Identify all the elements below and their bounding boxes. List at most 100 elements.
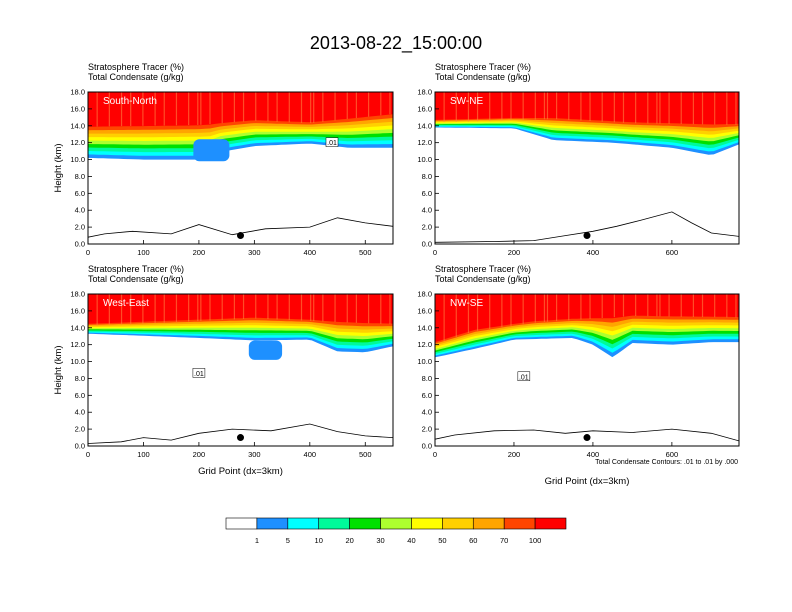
x-tick-label: 200 [193,248,206,257]
y-tick-label: 14.0 [417,323,432,332]
y-tick-label: 16.0 [417,104,432,113]
panel-subtitle-tracer: Stratosphere Tracer (%) [88,62,184,72]
plot-frame [87,91,394,245]
y-tick-label: 0.0 [75,442,85,451]
contour-label: .01 [194,371,204,378]
y-tick-label: 18.0 [417,290,432,299]
y-tick-label: 16.0 [70,104,85,113]
y-tick-label: 0.0 [422,442,432,451]
colorbar-label: 70 [500,536,508,545]
y-tick-label: 18.0 [70,290,85,299]
y-tick-label: 4.0 [75,206,85,215]
colorbar-label: 10 [315,536,323,545]
x-tick-label: 100 [137,248,150,257]
y-tick-label: 12.0 [417,138,432,147]
contour-label-box [192,368,206,378]
x-tick-label: 200 [508,450,521,459]
x-tick-label: 500 [359,450,372,459]
colorbar-cell [380,517,412,530]
y-tick-label: 0.0 [75,240,85,249]
colorbar-label: 1 [255,536,259,545]
panel-subtitle-condensate: Total Condensate (g/kg) [88,72,184,82]
y-tick-label: 2.0 [75,223,85,232]
y-tick-label: 10.0 [70,155,85,164]
panel-label: SW-NE [450,96,483,107]
panel-subtitle-tracer: Stratosphere Tracer (%) [88,264,184,274]
y-tick-label: 12.0 [417,340,432,349]
y-tick-label: 4.0 [422,206,432,215]
y-tick-label: 10.0 [417,357,432,366]
panel-2: Stratosphere Tracer (%)Total Condensate … [53,264,394,477]
x-tick-label: 400 [304,248,317,257]
y-tick-label: 4.0 [75,408,85,417]
tracer-field [88,92,393,238]
terrain-line [88,217,393,238]
colorbar-cell [411,517,443,530]
y-tick-label: 18.0 [70,88,85,97]
y-axis-label: Height (km) [53,345,64,394]
panel-subtitle-condensate: Total Condensate (g/kg) [88,274,184,284]
colorbar-cell [318,517,350,530]
x-tick-label: 300 [248,248,261,257]
y-tick-label: 10.0 [417,155,432,164]
location-marker [237,434,244,442]
y-tick-label: 0.0 [422,240,432,249]
x-tick-label: 600 [666,450,679,459]
panel-label: South-North [103,96,157,107]
y-tick-label: 8.0 [422,172,432,181]
colorbar-label: 50 [438,536,446,545]
panel-1: Stratosphere Tracer (%)Total Condensate … [417,62,740,257]
y-tick-label: 6.0 [75,391,85,400]
figure-title: 2013-08-22_15:00:00 [310,33,482,54]
tracer-blob [193,139,230,162]
colorbar: 1 5 10 20 30 40 50 60 70 100 [225,517,567,545]
x-tick-label: 0 [433,450,437,459]
x-axis-label: Grid Point (dx=3km) [545,476,630,487]
colorbar-label: 40 [407,536,415,545]
colorbar-cell [225,517,258,530]
x-tick-label: 100 [137,450,150,459]
contour-label-box [325,137,339,147]
y-tick-label: 2.0 [422,425,432,434]
tracer-blob [248,340,283,360]
x-tick-label: 0 [86,450,90,459]
y-tick-label: 14.0 [417,121,432,130]
y-tick-label: 4.0 [422,408,432,417]
colorbar-cell [287,517,320,530]
colorbar-label: 100 [529,536,542,545]
panel-0: Stratosphere Tracer (%)Total Condensate … [53,62,394,257]
tracer-field [88,294,393,444]
colorbar-cell [442,517,474,530]
y-tick-label: 16.0 [417,306,432,315]
colorbar-cell [256,517,289,530]
y-tick-label: 8.0 [75,172,85,181]
colorbar-cell [472,517,505,530]
tracer-field [435,294,739,442]
y-tick-label: 8.0 [422,374,432,383]
panel-subtitle-tracer: Stratosphere Tracer (%) [435,264,531,274]
panel-subtitle-condensate: Total Condensate (g/kg) [435,72,531,82]
x-tick-label: 500 [359,248,372,257]
y-axis-label: Height (km) [53,143,64,192]
x-tick-label: 400 [587,248,600,257]
location-marker [237,232,244,240]
x-tick-label: 400 [304,450,317,459]
y-tick-label: 12.0 [70,138,85,147]
panel-label: NW-SE [450,298,483,309]
terrain-line [88,423,393,444]
x-tick-label: 200 [193,450,206,459]
panel-label: West-East [103,298,149,309]
plot-frame [434,91,740,245]
x-tick-label: 400 [587,450,600,459]
x-tick-label: 200 [508,248,521,257]
y-tick-label: 12.0 [70,340,85,349]
y-tick-label: 14.0 [70,323,85,332]
y-tick-label: 6.0 [422,189,432,198]
panel-3: Stratosphere Tracer (%)Total Condensate … [417,264,740,487]
contour-label-box [517,371,531,382]
panel-subtitle-condensate: Total Condensate (g/kg) [435,274,531,284]
contour-label: .01 [327,140,337,147]
colorbar-cell [503,517,536,530]
x-tick-label: 300 [248,450,261,459]
